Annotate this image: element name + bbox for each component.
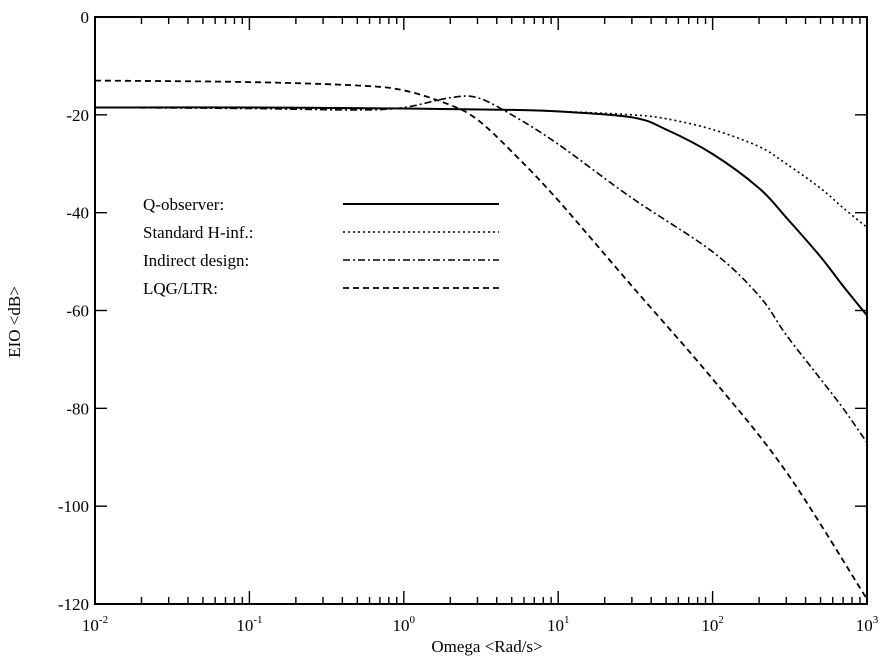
x-tick-label: 10-2 — [82, 614, 108, 635]
y-tick-label: -120 — [58, 595, 89, 614]
x-axis-label: Omega <Rad/s> — [431, 637, 542, 656]
y-tick-label: 0 — [81, 8, 90, 27]
x-tick-label: 10-1 — [236, 614, 262, 635]
x-tick-label: 101 — [547, 614, 570, 635]
legend-label: Q-observer: — [143, 195, 224, 214]
legend: Q-observer: Standard H-inf.: Indirect desi… — [143, 195, 499, 298]
legend-label: LQG/LTR: — [143, 279, 218, 298]
y-tick-label: -100 — [58, 497, 89, 516]
legend-label: Standard H-inf.: — [143, 223, 253, 242]
y-tick-label: -40 — [66, 204, 89, 223]
series-line-2 — [94, 106, 868, 228]
series-lines — [94, 79, 868, 600]
y-tick-label: -60 — [66, 302, 89, 321]
x-tick-label: 103 — [856, 614, 879, 635]
y-axis-label: EIO <dB> — [5, 286, 24, 358]
x-tick-label: 100 — [393, 614, 416, 635]
plot-frame — [94, 16, 868, 605]
y-tick-label: -80 — [66, 399, 89, 418]
axis-ticks — [94, 16, 867, 605]
series-line-4 — [94, 79, 868, 600]
y-tick-label: -20 — [66, 106, 89, 125]
series-line-3 — [94, 95, 868, 444]
legend-label: Indirect design: — [143, 251, 249, 270]
plot-axes — [94, 16, 868, 605]
series-line-1 — [94, 106, 868, 317]
x-tick-label: 102 — [701, 614, 724, 635]
